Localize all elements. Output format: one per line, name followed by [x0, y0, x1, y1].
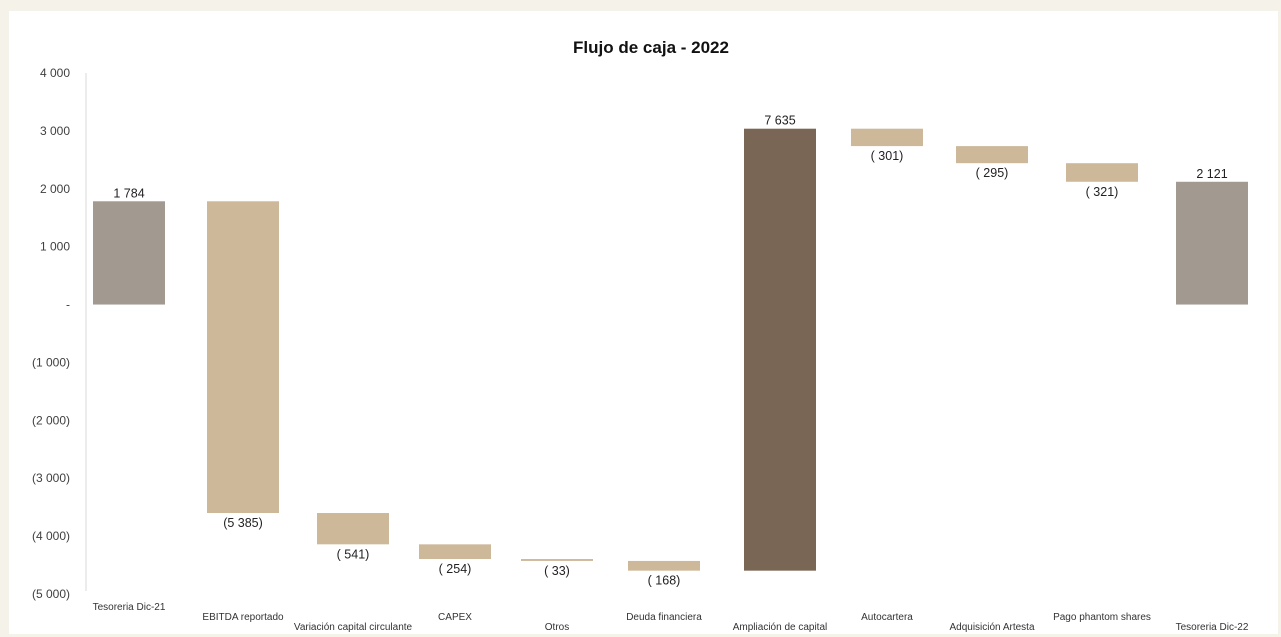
value-label: ( 541)	[337, 547, 370, 561]
value-label: ( 168)	[648, 574, 681, 588]
bar-variacion-capital-circulante	[317, 513, 389, 545]
y-tick-label: -	[66, 298, 70, 312]
y-tick-label: 4 000	[40, 66, 70, 80]
x-category-label: Variación capital circulante	[294, 622, 413, 633]
value-label: 7 635	[764, 114, 795, 128]
x-category-label: Autocartera	[861, 612, 913, 623]
y-tick-label: (3 000)	[32, 471, 70, 485]
y-tick-label: 3 000	[40, 124, 70, 138]
x-category-label: Adquisición Artesta	[949, 622, 1034, 633]
bar-ebitda-reportado	[207, 201, 279, 514]
bar-otros	[521, 559, 593, 561]
bar-tesoreria-dic-22	[1176, 181, 1248, 305]
bar-deuda-financiera	[628, 560, 700, 571]
y-tick-label: (4 000)	[32, 529, 70, 543]
y-tick-label: (2 000)	[32, 413, 70, 427]
value-label: ( 254)	[439, 562, 472, 576]
bar-autocartera	[851, 128, 923, 147]
x-category-label: Otros	[545, 622, 569, 633]
bar-adquisicion-artesta	[956, 146, 1028, 164]
x-category-label: Deuda financiera	[626, 612, 702, 623]
y-tick-label: (5 000)	[32, 587, 70, 601]
value-label: ( 301)	[871, 149, 904, 163]
value-label: ( 295)	[976, 166, 1009, 180]
chart-title: Flujo de caja - 2022	[573, 38, 729, 57]
value-label: ( 321)	[1086, 185, 1119, 199]
bar-capex	[419, 544, 491, 560]
bars	[93, 128, 1248, 571]
bar-ampliacion-de-capital	[744, 128, 816, 571]
waterfall-chart: Flujo de caja - 2022 4 000 3 000 2 000 1 00…	[32, 38, 1249, 633]
x-category-label: EBITDA reportado	[202, 612, 284, 623]
y-tick-label: 2 000	[40, 182, 70, 196]
bar-tesoreria-dic-21	[93, 201, 165, 305]
value-labels: 1 784 (5 385) ( 541) ( 254) ( 33) ( 168) 7 635…	[113, 114, 1227, 588]
value-label: 1 784	[113, 186, 144, 200]
value-label: 2 121	[1196, 167, 1227, 181]
y-tick-label: (1 000)	[32, 355, 70, 369]
y-axis-ticks: 4 000 3 000 2 000 1 000 - (1 000) (2 000) (3 00…	[32, 66, 70, 601]
chart-panel: Flujo de caja - 2022 4 000 3 000 2 000 1 00…	[9, 11, 1278, 634]
x-category-label: Ampliación de capital	[733, 622, 828, 633]
x-category-label: CAPEX	[438, 612, 472, 623]
x-category-label: Pago phantom shares	[1053, 612, 1151, 623]
x-category-label: Tesoreria Dic-22	[1176, 622, 1249, 633]
y-tick-label: 1 000	[40, 240, 70, 254]
value-label: ( 33)	[544, 564, 570, 578]
bar-pago-phantom-shares	[1066, 163, 1138, 182]
x-axis-labels: Tesoreria Dic-21 EBITDA reportado Variació…	[93, 602, 1249, 633]
x-category-label: Tesoreria Dic-21	[93, 602, 166, 613]
value-label: (5 385)	[223, 516, 263, 530]
